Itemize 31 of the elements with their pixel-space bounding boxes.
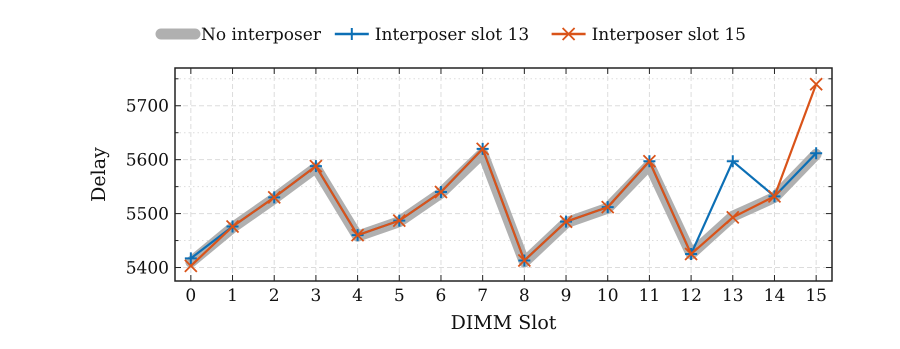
- x-tick-label: 12: [680, 286, 702, 306]
- x-tick-label: 7: [477, 286, 488, 306]
- y-tick-label: 5400: [126, 258, 169, 279]
- x-tick-label: 8: [518, 286, 530, 306]
- point: [726, 154, 740, 168]
- point: [809, 77, 824, 92]
- point: [184, 259, 198, 273]
- x-tick-label: 4: [352, 286, 364, 306]
- x-tick-label: 10: [596, 286, 619, 306]
- y-tick-label: 5700: [126, 96, 169, 117]
- x-tick-label: 15: [805, 286, 827, 306]
- point: [184, 251, 198, 266]
- point: [726, 210, 740, 224]
- x-tick-label: 5: [394, 286, 405, 306]
- x-tick-label: 11: [638, 286, 660, 306]
- y-tick-label: 5500: [126, 204, 169, 225]
- legend-label: Interposer slot 13: [374, 25, 530, 45]
- legend-label: No interposer: [201, 25, 322, 45]
- x-tick-label: 14: [764, 286, 786, 306]
- point: [809, 146, 824, 160]
- x-tick-label: 9: [560, 286, 572, 306]
- x-tick-label: 6: [436, 286, 446, 306]
- x-tick-label: 2: [268, 286, 280, 306]
- x-tick-label: 13: [722, 286, 744, 306]
- legend-label: Interposer slot 15: [592, 25, 746, 45]
- x-tick-label: 0: [185, 286, 196, 306]
- y-axis-title: Delay: [88, 146, 110, 202]
- x-axis-title: DIMM Slot: [450, 312, 557, 334]
- y-tick-label: 5600: [126, 150, 169, 171]
- x-tick-label: 1: [227, 286, 238, 306]
- x-tick-label: 3: [310, 286, 322, 306]
